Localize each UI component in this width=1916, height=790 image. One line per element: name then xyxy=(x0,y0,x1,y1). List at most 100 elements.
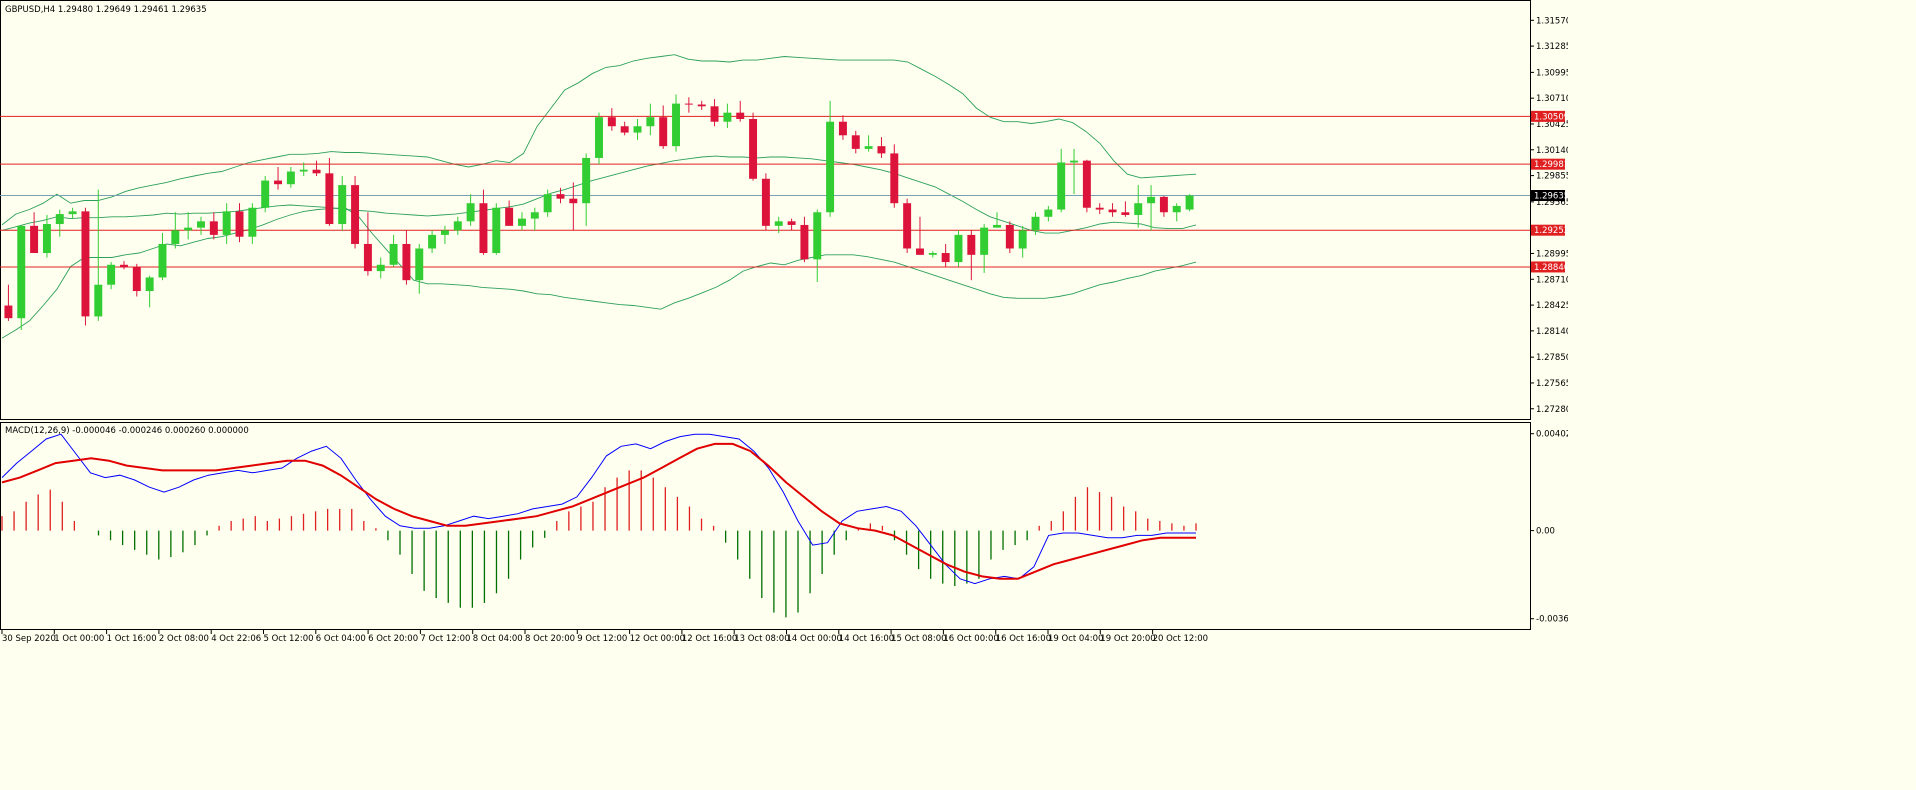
candle xyxy=(351,176,360,249)
price-tick-label: 1.30140 xyxy=(1536,146,1568,156)
candle-body xyxy=(415,248,424,281)
candle xyxy=(453,216,462,235)
candle xyxy=(389,234,398,267)
level-label: 1.30509 xyxy=(1534,112,1568,122)
candle-body xyxy=(209,221,218,235)
candle-body xyxy=(761,178,770,226)
candle-body xyxy=(119,264,128,268)
candle-body xyxy=(325,173,334,225)
candle-body xyxy=(1070,160,1079,163)
price-tick-label: 1.27280 xyxy=(1536,405,1568,415)
candle xyxy=(569,182,578,231)
candle xyxy=(415,243,424,294)
candle xyxy=(158,233,167,281)
price-tick-label: 1.28710 xyxy=(1536,275,1568,285)
candle xyxy=(55,209,64,237)
time-tick-label: 1 Oct 16:00 xyxy=(107,634,157,644)
candle-body xyxy=(1057,162,1066,210)
level-label: 1.28846 xyxy=(1534,263,1568,273)
candle xyxy=(1172,203,1181,222)
candle xyxy=(338,176,347,231)
candle-body xyxy=(55,214,64,225)
candle-body xyxy=(389,243,398,265)
time-tick-label: 6 Oct 20:00 xyxy=(368,634,418,644)
time-tick-label: 16 Oct 16:00 xyxy=(996,634,1051,644)
chart-root: 1.31570 1.31285 1.30995 1.30710 1.30425 1.301… xyxy=(0,0,1568,646)
candle xyxy=(171,212,180,249)
candle xyxy=(235,203,244,243)
candle-body xyxy=(4,305,13,319)
candle-body xyxy=(530,212,539,219)
price-tick-label: 1.30425 xyxy=(1536,120,1568,130)
candle-body xyxy=(800,224,809,260)
candle xyxy=(479,189,488,255)
level-label-box xyxy=(1531,224,1565,236)
candle xyxy=(17,225,26,330)
candle xyxy=(376,257,385,279)
candle xyxy=(440,225,449,244)
macd-tick-label: 0.00 xyxy=(1536,527,1555,537)
candle xyxy=(1147,185,1156,231)
time-tick-label: 9 Oct 12:00 xyxy=(577,634,627,644)
time-tick-label: 19 Oct 04:00 xyxy=(1048,634,1103,644)
candle-body xyxy=(42,224,51,254)
candle xyxy=(132,263,141,297)
candle-body xyxy=(890,153,899,204)
candle xyxy=(543,189,552,217)
main-panel-frame xyxy=(0,0,1531,420)
candle-body xyxy=(479,203,488,254)
macd-histogram xyxy=(1,470,1197,618)
candle xyxy=(967,230,976,281)
candle xyxy=(1057,148,1066,213)
candle-body xyxy=(261,180,270,208)
candle-body xyxy=(376,264,385,272)
candle xyxy=(248,203,257,244)
candle xyxy=(736,100,745,122)
candle xyxy=(428,230,437,254)
candle xyxy=(877,137,886,158)
candle xyxy=(1031,212,1040,235)
candle-body xyxy=(838,121,847,136)
candle xyxy=(556,187,565,204)
candle-body xyxy=(286,171,295,185)
time-tick-label: 14 Oct 16:00 xyxy=(839,634,894,644)
candle-body xyxy=(1018,230,1027,249)
candle xyxy=(1108,203,1117,217)
time-tick-label: 19 Oct 20:00 xyxy=(1100,634,1155,644)
price-tick-label: 1.29565 xyxy=(1536,198,1568,208)
candle-body xyxy=(633,126,642,133)
level-label-box xyxy=(1531,158,1565,170)
candle-body xyxy=(556,194,565,199)
candle xyxy=(954,230,963,267)
candle xyxy=(774,216,783,234)
macd-axis: 0.004022 0.00 -0.003657 xyxy=(1530,430,1568,625)
candle-body xyxy=(736,112,745,119)
time-tick-label: 4 Oct 22:06 xyxy=(211,634,261,644)
current-price-box xyxy=(1531,190,1565,202)
candle-body xyxy=(299,169,308,172)
candle xyxy=(620,121,629,136)
candle-body xyxy=(363,243,372,272)
candle xyxy=(672,94,681,152)
candle-body xyxy=(646,117,655,127)
candle-body xyxy=(132,267,141,292)
candle-body xyxy=(1172,205,1181,213)
candle-body xyxy=(1108,209,1117,213)
price-tick-label: 1.28995 xyxy=(1536,249,1568,259)
candle-body xyxy=(723,112,732,122)
candle xyxy=(1159,195,1168,217)
time-tick-label: 30 Sep 2020 xyxy=(2,634,56,644)
candle xyxy=(1134,185,1143,228)
candle xyxy=(402,230,411,285)
candle xyxy=(851,130,860,154)
current-price-label: 1.29635 xyxy=(1534,192,1568,202)
candle xyxy=(1005,221,1014,254)
price-tick-label: 1.28425 xyxy=(1536,301,1568,311)
candlesticks[interactable] xyxy=(4,94,1194,330)
level-label: 1.29981 xyxy=(1534,160,1568,170)
candle-body xyxy=(607,117,616,127)
candle xyxy=(659,105,668,149)
candle-body xyxy=(428,234,437,249)
candle-body xyxy=(941,253,950,263)
